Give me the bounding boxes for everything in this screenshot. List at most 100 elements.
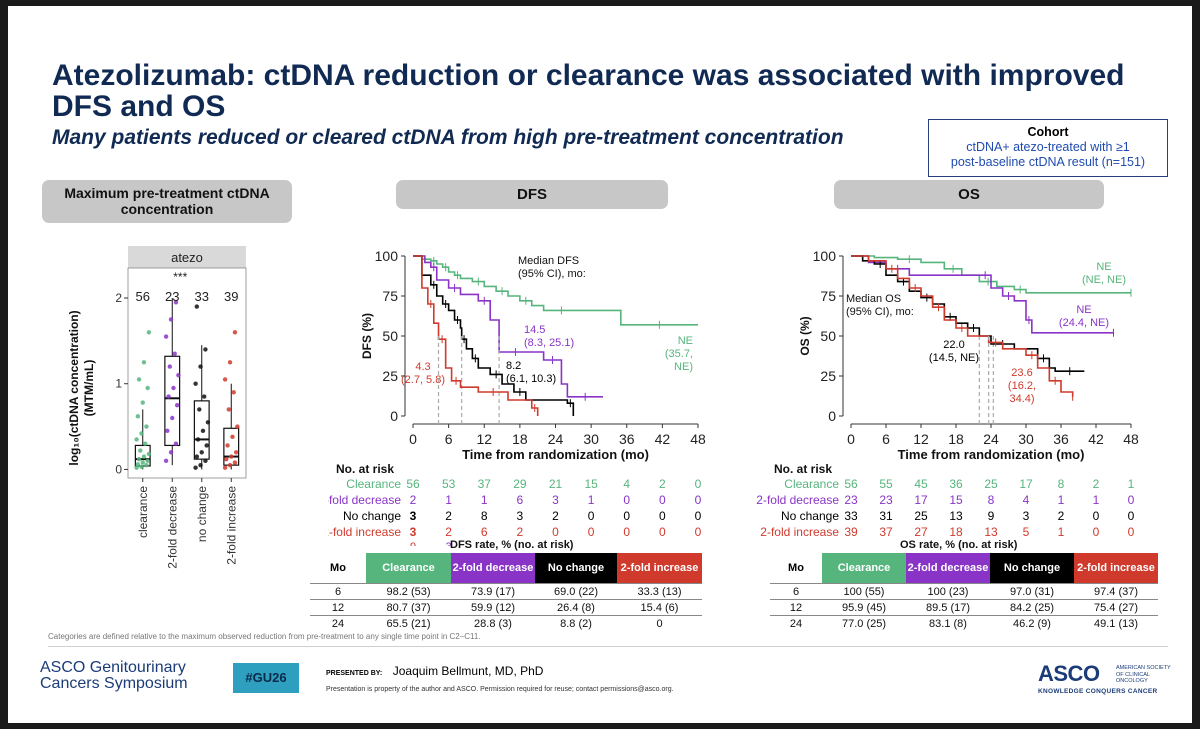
- x-tick-label: 2-fold increase: [224, 486, 238, 565]
- risk-value: 56: [844, 477, 858, 491]
- cell: 84.2 (25): [990, 599, 1074, 616]
- risk-value: 17: [914, 493, 928, 507]
- risk-value: 18: [949, 525, 963, 539]
- risk-value: 9: [988, 509, 995, 523]
- os-header: OS: [834, 180, 1104, 209]
- cell: 0: [617, 615, 702, 631]
- th-clearance: Clearance: [366, 553, 451, 584]
- data-point: [166, 394, 171, 399]
- median-label: 4.3 (2.7, 5.8): [401, 361, 445, 386]
- asco-line-2: Cancers Symposium: [40, 675, 188, 692]
- facet-strip: [128, 246, 246, 268]
- x-axis-label: Time from randomization (mo): [462, 447, 649, 462]
- cell: 97.4 (37): [1074, 583, 1158, 600]
- data-point: [141, 360, 147, 365]
- km-curve-2: [413, 255, 575, 416]
- cell: 65.5 (21): [366, 615, 451, 631]
- cell: 69.0 (22): [535, 583, 617, 600]
- risk-value: 3: [410, 509, 417, 523]
- risk-value: 0: [695, 477, 702, 491]
- risk-value: 23: [879, 493, 893, 507]
- cell: 97.0 (31): [990, 583, 1074, 600]
- cell: 46.2 (9): [990, 615, 1074, 631]
- data-point: [163, 458, 169, 464]
- y-axis-label: log₁₀(ctDNA concentration)(MTM/mL): [67, 310, 96, 465]
- table-row: 12 80.7 (37) 59.9 (12) 26.4 (8) 15.4 (6): [310, 599, 702, 616]
- y-tick-label: 75: [820, 288, 836, 304]
- data-point: [143, 441, 148, 446]
- cell: 15.4 (6): [617, 599, 702, 616]
- permission-note: Presentation is property of the author a…: [326, 686, 674, 693]
- km-curve-0: [851, 255, 1131, 294]
- risk-value: 21: [549, 477, 563, 491]
- x-tick-label: 6: [882, 431, 890, 447]
- risk-row-label: 2-fold increase: [328, 525, 401, 539]
- risk-value: 0: [1128, 493, 1135, 507]
- data-point: [194, 454, 200, 459]
- cell-mo: 24: [770, 615, 822, 631]
- y-tick-label: 25: [382, 368, 398, 384]
- data-point: [198, 364, 203, 369]
- data-point: [172, 351, 177, 356]
- asco-logo: ASCO AMERICAN SOCIETY OF CLINICAL ONCOLO…: [1038, 661, 1171, 695]
- risk-value: 0: [695, 493, 702, 507]
- cohort-box: Cohort ctDNA+ atezo-treated with ≥1 post…: [928, 119, 1168, 177]
- table-row: 6 100 (55) 100 (23) 97.0 (31) 97.4 (37): [770, 583, 1158, 600]
- risk-row-label: Clearance: [346, 477, 401, 491]
- risk-value: 13: [984, 525, 998, 539]
- data-point: [199, 450, 204, 455]
- data-point: [233, 450, 239, 455]
- risk-value: 23: [844, 493, 858, 507]
- data-point: [224, 456, 229, 462]
- data-point: [139, 464, 144, 470]
- facet-label: atezo: [171, 250, 203, 265]
- median-title: Median OS (95% CI), mo:: [846, 293, 914, 318]
- presenter-block: PRESENTED BY: Joaquim Bellmunt, MD, PhD …: [326, 662, 674, 693]
- risk-value: 0: [552, 525, 559, 539]
- risk-value: 2: [410, 493, 417, 507]
- x-tick-label: 42: [1088, 431, 1104, 447]
- data-point: [173, 300, 179, 305]
- y-axis-label: DFS (%): [360, 313, 374, 359]
- risk-value: 0: [1093, 525, 1100, 539]
- risk-value: 29: [513, 477, 527, 491]
- y-axis-label: OS (%): [798, 316, 812, 355]
- data-point: [135, 414, 141, 419]
- th-2fold-decrease: 2-fold decrease: [451, 553, 535, 584]
- table-row: 24 65.5 (21) 28.8 (3) 8.8 (2) 0: [310, 615, 702, 631]
- data-point: [203, 347, 208, 352]
- risk-value: 8: [481, 509, 488, 523]
- risk-value: 1: [445, 493, 452, 507]
- y-tick-label: 0: [115, 462, 122, 476]
- cell: 49.1 (13): [1074, 615, 1158, 631]
- risk-value: 8: [1058, 477, 1065, 491]
- median-label: NE (24.4, NE): [1059, 304, 1109, 329]
- hashtag-badge: #GU26: [233, 663, 299, 693]
- median-label: 14.5 (8.3, 25.1): [524, 324, 574, 349]
- risk-value: 33: [844, 509, 858, 523]
- footnote: Categories are defined relative to the m…: [48, 632, 481, 641]
- risk-extra: 3: [446, 541, 452, 546]
- y-tick-label: 100: [813, 248, 837, 264]
- data-point: [136, 456, 142, 462]
- os-rate-table: Mo Clearance 2-fold decrease No change 2…: [770, 553, 1158, 631]
- x-tick-label: 18: [948, 431, 964, 447]
- risk-title: No. at risk: [774, 462, 832, 476]
- risk-value: 0: [695, 509, 702, 523]
- risk-value: 2: [1093, 477, 1100, 491]
- risk-value: 45: [914, 477, 928, 491]
- risk-value: 39: [844, 525, 858, 539]
- data-point: [194, 304, 200, 309]
- risk-value: 1: [1093, 493, 1100, 507]
- x-tick-label: 30: [1018, 431, 1034, 447]
- x-tick-label: 18: [512, 431, 528, 447]
- cell: 75.4 (27): [1074, 599, 1158, 616]
- data-point: [232, 330, 238, 335]
- cell: 89.5 (17): [906, 599, 990, 616]
- cell: 77.0 (25): [822, 615, 906, 631]
- cell: 100 (23): [906, 583, 990, 600]
- os-rate-title: OS rate, % (no. at risk): [900, 539, 1018, 551]
- risk-row-label: Clearance: [784, 477, 839, 491]
- risk-row-label: 2-fold decrease: [756, 493, 839, 507]
